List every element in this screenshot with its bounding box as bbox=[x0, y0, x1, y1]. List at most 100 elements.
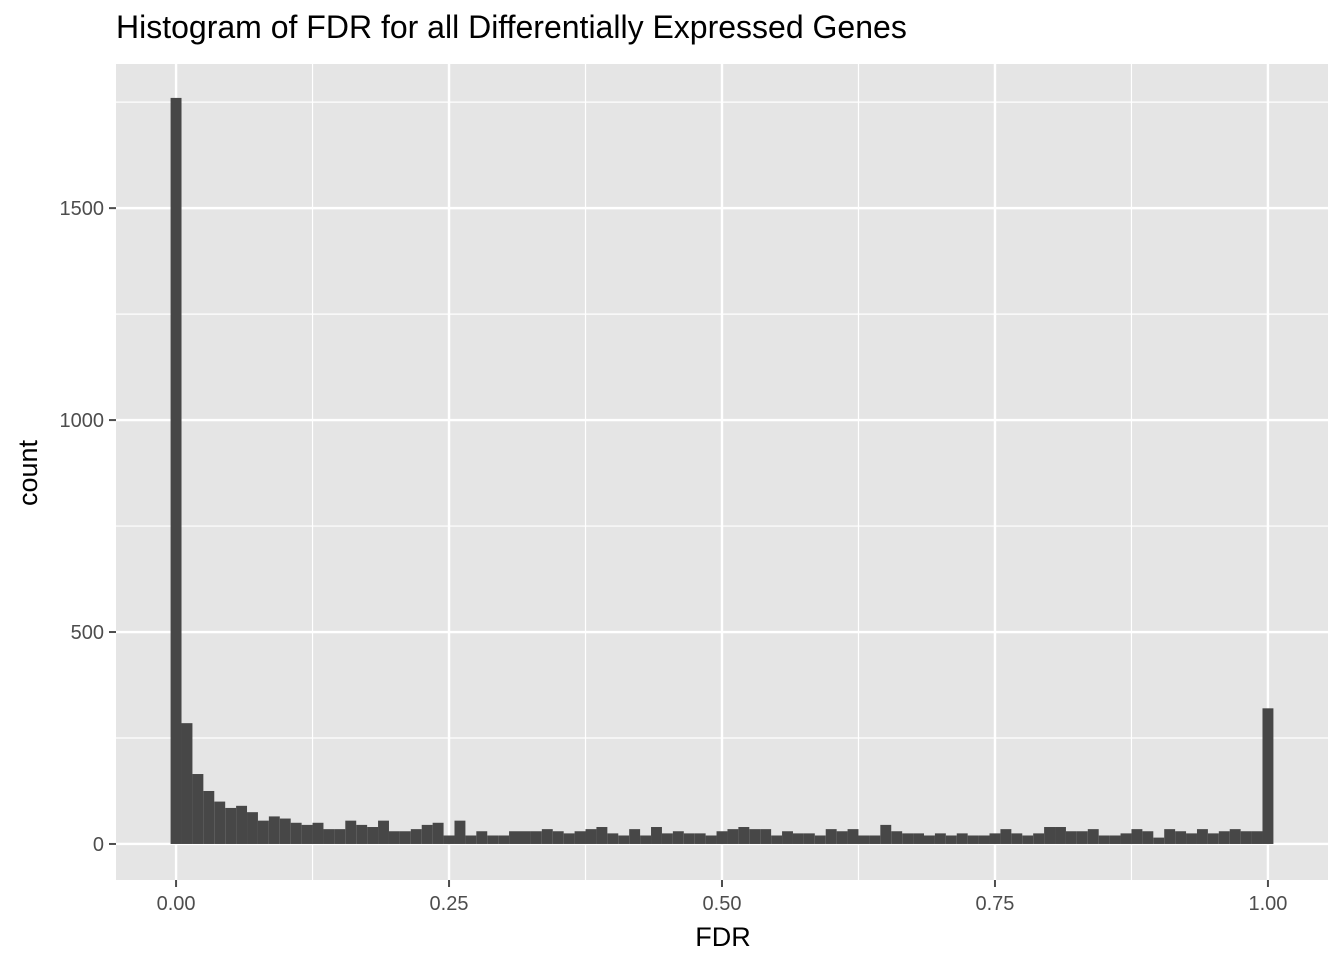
histogram-bar bbox=[661, 833, 673, 844]
histogram-bar bbox=[1120, 833, 1132, 844]
histogram-bar bbox=[1087, 829, 1099, 844]
histogram-bar bbox=[596, 827, 608, 844]
histogram-bar bbox=[738, 827, 750, 844]
x-tick-label: 0.25 bbox=[430, 893, 469, 915]
histogram-bar bbox=[312, 822, 324, 844]
histogram-bar bbox=[552, 831, 564, 844]
histogram-bar bbox=[509, 831, 520, 844]
histogram-bar bbox=[1153, 837, 1165, 844]
histogram-bar bbox=[880, 824, 892, 844]
histogram-bar bbox=[181, 723, 193, 844]
histogram-bar bbox=[563, 833, 575, 844]
histogram-bar bbox=[399, 831, 411, 844]
histogram-bar bbox=[924, 835, 935, 844]
histogram-bar bbox=[771, 835, 783, 844]
histogram-bar bbox=[836, 831, 848, 844]
histogram-bar bbox=[694, 833, 706, 844]
histogram-bar bbox=[214, 801, 226, 844]
histogram-bar bbox=[607, 833, 619, 844]
histogram-bar bbox=[487, 835, 499, 844]
histogram-bar bbox=[1098, 835, 1110, 844]
histogram-bar bbox=[956, 833, 968, 844]
histogram-bar bbox=[749, 829, 761, 844]
x-tick-label: 1.00 bbox=[1248, 893, 1287, 915]
y-tick-label: 500 bbox=[71, 622, 104, 644]
y-tick-label: 1000 bbox=[60, 410, 105, 432]
histogram-bar bbox=[651, 827, 662, 844]
histogram-bar bbox=[345, 820, 357, 844]
histogram-bar bbox=[1022, 835, 1034, 844]
histogram-bar bbox=[869, 835, 881, 844]
histogram-bar bbox=[825, 829, 837, 844]
histogram-bar bbox=[640, 835, 652, 844]
histogram-bar bbox=[1207, 833, 1219, 844]
histogram-bar bbox=[236, 805, 248, 844]
histogram-bar bbox=[421, 824, 433, 844]
histogram-bar bbox=[716, 831, 728, 844]
histogram-bar bbox=[1055, 827, 1066, 844]
histogram-bars bbox=[170, 97, 1274, 844]
x-axis-title: FDR bbox=[695, 922, 751, 952]
histogram-bar bbox=[934, 833, 946, 844]
histogram-bar bbox=[257, 820, 269, 844]
histogram-bar bbox=[945, 835, 957, 844]
histogram-bar bbox=[520, 831, 531, 844]
histogram-bar bbox=[1186, 833, 1197, 844]
histogram-bar bbox=[902, 833, 914, 844]
histogram-bar bbox=[978, 835, 990, 844]
histogram-bar bbox=[1131, 829, 1143, 844]
histogram-bar bbox=[618, 835, 630, 844]
histogram-bar bbox=[1000, 829, 1012, 844]
histogram-bar bbox=[170, 97, 182, 844]
histogram-bar bbox=[388, 831, 400, 844]
histogram-bar bbox=[847, 829, 859, 844]
histogram-bar bbox=[574, 831, 586, 844]
histogram-bar bbox=[1044, 827, 1056, 844]
histogram-bar bbox=[465, 835, 477, 844]
histogram-bar bbox=[367, 827, 379, 844]
histogram-bar bbox=[1033, 833, 1045, 844]
histogram-bar bbox=[989, 833, 1001, 844]
y-axis: 0 500 1000 1500 bbox=[60, 198, 116, 856]
histogram-bar bbox=[192, 774, 204, 844]
histogram-bar bbox=[792, 833, 804, 844]
histogram-bar bbox=[705, 835, 717, 844]
histogram-bar bbox=[498, 835, 510, 844]
histogram-bar bbox=[454, 820, 466, 844]
histogram-bar bbox=[541, 829, 553, 844]
histogram-bar bbox=[629, 829, 641, 844]
histogram-bar bbox=[356, 824, 368, 844]
histogram-bar bbox=[1196, 829, 1208, 844]
histogram-bar bbox=[443, 835, 455, 844]
histogram-bar bbox=[268, 816, 280, 844]
histogram-bar bbox=[760, 829, 772, 844]
chart-title: Histogram of FDR for all Differentially … bbox=[116, 9, 907, 45]
histogram-bar bbox=[913, 833, 924, 844]
histogram-bar bbox=[247, 812, 258, 844]
histogram-bar bbox=[1218, 831, 1230, 844]
histogram-bar bbox=[814, 835, 826, 844]
histogram-bar bbox=[1251, 831, 1263, 844]
histogram-bar bbox=[1262, 708, 1274, 844]
histogram-bar bbox=[672, 831, 684, 844]
histogram-bar bbox=[782, 831, 793, 844]
x-axis: 0.00 0.25 0.50 0.75 1.00 bbox=[157, 880, 1287, 915]
histogram-bar bbox=[858, 835, 870, 844]
y-axis-title: count bbox=[13, 439, 43, 506]
x-tick-label: 0.00 bbox=[157, 893, 196, 915]
histogram-bar bbox=[334, 829, 346, 844]
histogram-bar bbox=[279, 818, 291, 844]
histogram-bar bbox=[585, 829, 597, 844]
histogram-bar bbox=[727, 829, 739, 844]
histogram-bar bbox=[476, 831, 488, 844]
histogram-bar bbox=[530, 831, 542, 844]
histogram-bar bbox=[1229, 829, 1241, 844]
histogram-bar bbox=[803, 833, 815, 844]
histogram-bar bbox=[1175, 831, 1187, 844]
histogram-bar bbox=[432, 822, 444, 844]
histogram-bar bbox=[1164, 829, 1176, 844]
histogram-bar bbox=[891, 831, 903, 844]
histogram-bar bbox=[683, 833, 695, 844]
histogram-bar bbox=[1109, 835, 1121, 844]
